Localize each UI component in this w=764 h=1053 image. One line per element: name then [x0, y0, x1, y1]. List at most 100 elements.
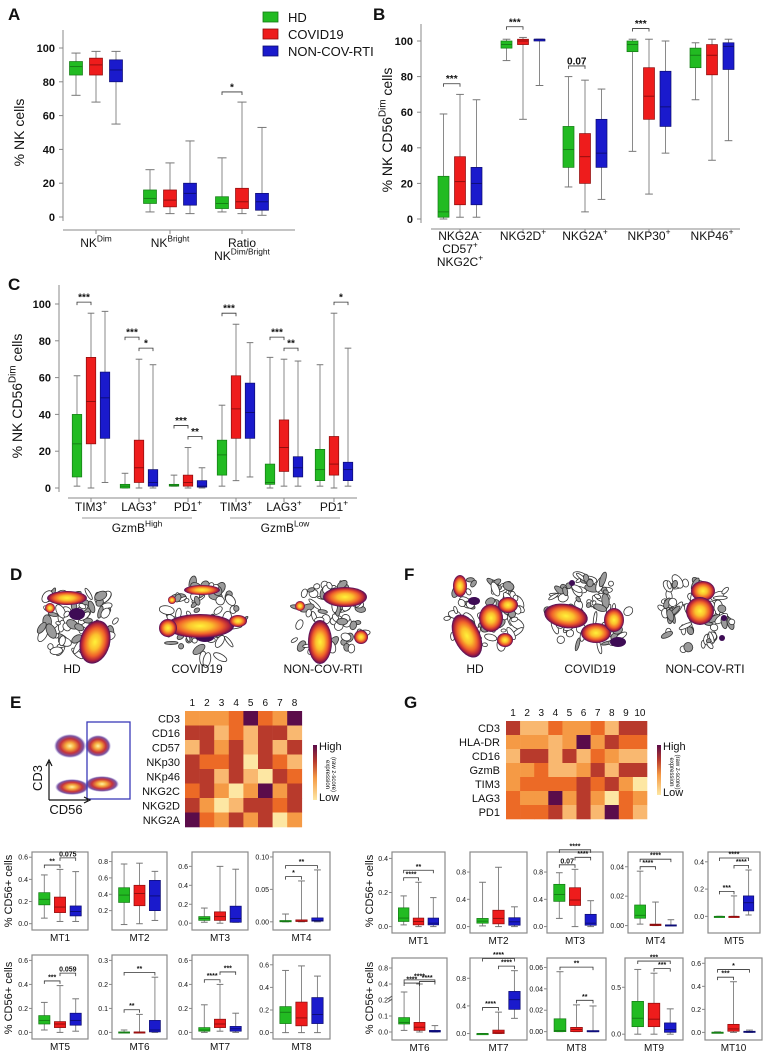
panel-frame [707, 851, 761, 934]
y-tick-label: 0.04 [610, 864, 624, 871]
box-iqr [149, 1020, 161, 1033]
y-tick-label: 0.00 [529, 1029, 543, 1036]
significance-label: **** [422, 975, 433, 982]
heatmap-column-label: 7 [595, 708, 601, 719]
panel-letter-a: A [8, 5, 20, 24]
heatmap-cell [287, 798, 303, 813]
box-iqr [163, 189, 177, 208]
cluster-name-label: MT7 [489, 1043, 509, 1053]
box-group: NKBright [143, 140, 197, 250]
tsne-density-hotspot [168, 596, 176, 604]
heatmap-row-label: CD3 [158, 713, 180, 725]
heatmap-cell [618, 805, 634, 820]
tsne-contour [490, 581, 501, 597]
tsne-contour [484, 633, 498, 642]
heatmap-cell [562, 749, 577, 764]
box-iqr [727, 1023, 740, 1032]
heatmap-cell [632, 805, 648, 820]
box-non-cov-rti [196, 467, 208, 489]
heatmap-column-label: 6 [581, 708, 587, 719]
label-main: TIM3 [220, 500, 248, 514]
box-hd [264, 356, 276, 489]
significance-label: 0.07 [567, 56, 587, 67]
heatmap-column-label: 4 [553, 708, 559, 719]
cell-population-cluster [85, 776, 119, 792]
box-covid19 [569, 868, 581, 928]
cluster-panel-mt7: 0.00.20.40.6*******MT7 [178, 954, 249, 1053]
bracket-line [43, 864, 61, 869]
significance-bracket: **** [719, 852, 749, 861]
heatmap-cell [632, 721, 648, 736]
box-hd [119, 472, 131, 489]
cluster-panel-mt4: 0.00 0.02 0.04 ******** MT4 [610, 851, 684, 947]
box-iqr [99, 371, 111, 439]
label-main: % NK CD56 [379, 117, 395, 193]
label-main: GzmB [261, 521, 294, 535]
label-superscript: + [478, 253, 483, 263]
y-tick-label: 0.6 [18, 855, 28, 862]
label-superscript: + [729, 227, 734, 237]
heatmap-cell [520, 721, 535, 736]
significance-bracket: * [717, 963, 750, 973]
bracket-line [203, 979, 221, 983]
scale-high-label: High [663, 741, 686, 753]
heatmap-cell [548, 777, 563, 792]
heatmap-cell [287, 740, 303, 755]
box-covid19 [182, 447, 194, 489]
tsne-low-density [721, 615, 727, 621]
box-non-cov-rti [229, 1012, 242, 1033]
heatmap-cell [618, 749, 634, 764]
legend-swatch-non-cov-rti [262, 45, 279, 57]
heatmap-row-label: PD1 [479, 807, 500, 819]
box-non-cov-rti [586, 1005, 600, 1033]
significance-label: *** [126, 328, 138, 339]
significance-bracket: *** [719, 885, 735, 895]
box-non-cov-rti [149, 976, 161, 1033]
y-tick-label: 60 [43, 111, 55, 123]
x-category-label: CD57+ [442, 240, 478, 256]
y-tick-label: 0.06 [529, 965, 543, 972]
y-tick-label: 0 [45, 483, 51, 495]
tsne-contour [78, 603, 87, 610]
y-tick-label: 0.2 [178, 902, 188, 909]
y-tick-label: 0.4 [456, 897, 466, 904]
box-hd [713, 915, 725, 918]
heatmap-cell [243, 798, 259, 813]
box-group: *** NKP30+ [626, 19, 672, 243]
gating-dot-plot: CD3 CD56 [30, 721, 131, 817]
bracket-line [558, 864, 576, 868]
box-covid19 [454, 93, 466, 218]
tsne-contour [574, 637, 581, 652]
y-tick-label: 0.3 [98, 958, 108, 965]
box-non-cov-rti [595, 88, 608, 200]
cluster-panel-mt1: 0.0 0.2 0.4 0.6 ** 0.075 MT1 [18, 851, 89, 944]
heatmap-column-label: 2 [204, 698, 210, 709]
heatmap-cell [272, 725, 288, 741]
box-iqr [143, 189, 157, 204]
y-tick-label: 0.2 [178, 1006, 188, 1013]
cluster-panel-mt1: 0.0 0.2 0.4 ****** MT1 [378, 851, 446, 947]
box-hd [198, 1004, 211, 1033]
box-hd [500, 38, 513, 62]
box-covid19 [643, 38, 655, 195]
heatmap-column-label: 3 [538, 708, 544, 719]
significance-bracket: *** [76, 293, 92, 306]
y-tick-label: 0.2 [691, 1007, 701, 1014]
significance-label: * [230, 82, 234, 93]
axis-break-icon [387, 995, 393, 1003]
tsne-contour [296, 640, 307, 652]
panel-letter-c: C [8, 275, 20, 294]
significance-bracket: **** [403, 973, 436, 983]
tsne-contour [548, 593, 559, 601]
heatmap-cell [632, 749, 648, 764]
significance-bracket: * [333, 293, 349, 306]
label-superscript: Bright [167, 234, 190, 244]
tsne-density-hotspot [479, 604, 503, 632]
y-tick-label: 80 [43, 77, 55, 89]
significance-label: ** [129, 1003, 135, 1010]
y-tick-label: 0.02 [529, 1008, 543, 1015]
significance-label: **** [736, 859, 747, 866]
x-category-label: NKG2D+ [500, 227, 546, 243]
bracket-line [285, 865, 318, 869]
tsne-contour [305, 608, 312, 618]
